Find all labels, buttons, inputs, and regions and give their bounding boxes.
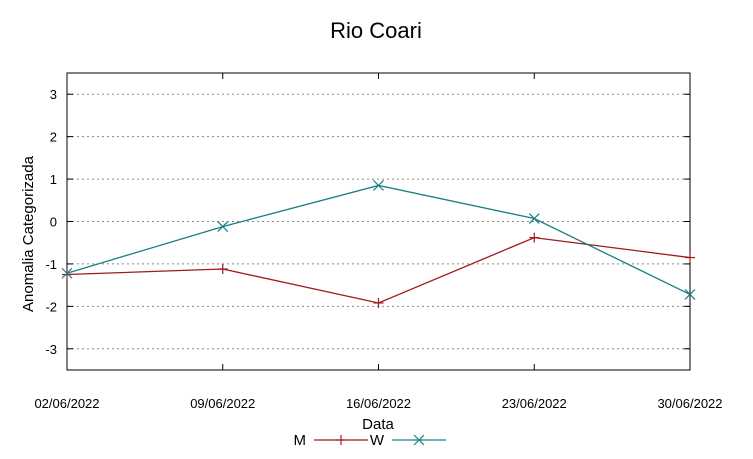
y-tick-label: 3 [50, 87, 57, 102]
x-tick-label: 09/06/2022 [190, 396, 255, 411]
legend-label-M: M [294, 432, 307, 449]
series-line-W [66, 184, 691, 296]
y-tick-label: 1 [50, 172, 57, 187]
marker-cross [217, 221, 229, 233]
y-tick-label: -1 [45, 257, 57, 272]
series-group [61, 180, 696, 308]
x-axis-label: Data [362, 416, 394, 433]
series-line-M [66, 236, 691, 304]
legend-label-W: W [370, 432, 385, 449]
x-tick-label: 30/06/2022 [657, 396, 722, 411]
chart-title: Rio Coari [330, 18, 422, 43]
y-tick-label: 0 [50, 215, 57, 230]
marker-cross [61, 267, 73, 279]
y-tick-label: -2 [45, 299, 57, 314]
marker-cross [684, 289, 696, 300]
tick-marks [66, 73, 691, 370]
marker-cross [373, 180, 384, 191]
grid [67, 93, 690, 350]
y-axis-label: Anomalia Categorizada [20, 155, 37, 312]
y-tick-label: -3 [45, 342, 57, 357]
series-W [61, 180, 696, 300]
x-tick-labels: 02/06/2022 09/06/2022 16/06/2022 23/06/2022… [34, 396, 722, 411]
y-tick-labels: -3 -2 -1 0 1 2 3 [45, 87, 57, 357]
marker-cross [528, 213, 540, 224]
x-tick-label: 16/06/2022 [346, 396, 411, 411]
marker-cross [413, 434, 425, 446]
x-tick-label: 02/06/2022 [34, 396, 99, 411]
y-tick-label: 2 [50, 130, 57, 145]
series-M [62, 232, 695, 308]
x-tick-label: 23/06/2022 [502, 396, 567, 411]
